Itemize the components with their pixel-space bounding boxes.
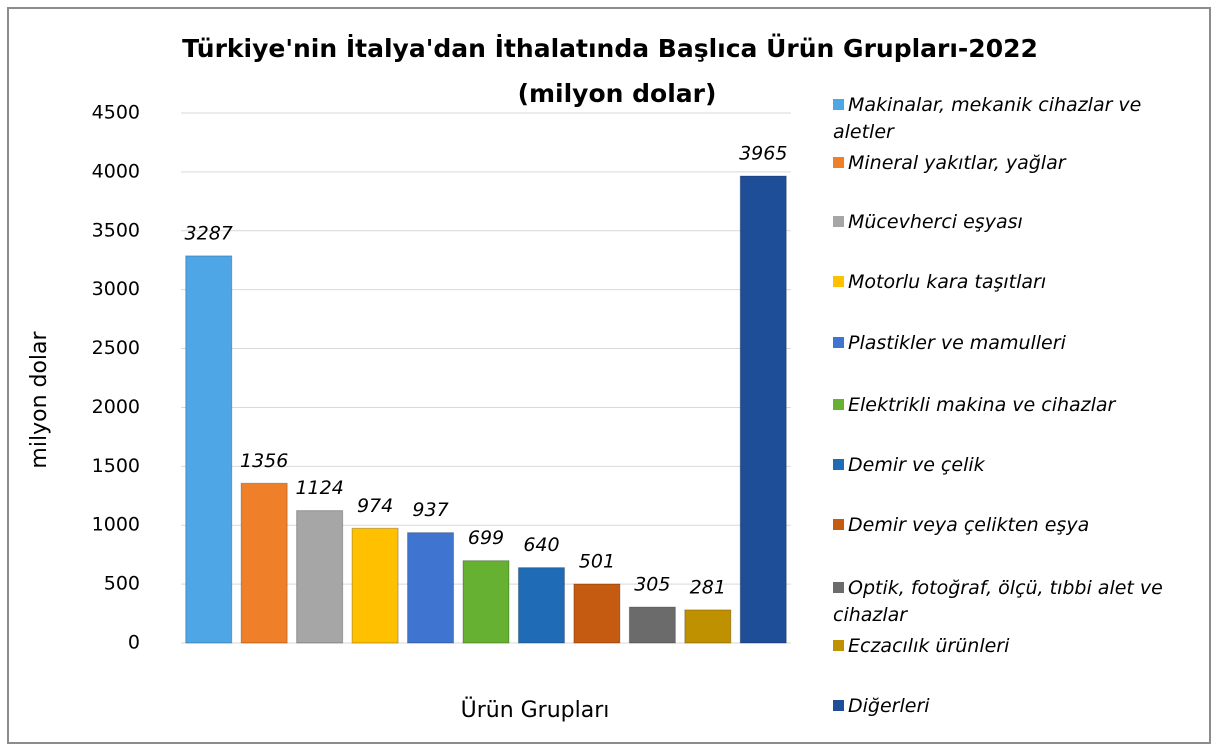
legend-label: Plastikler ve mamulleri — [848, 332, 1066, 354]
legend-label: Motorlu kara taşıtları — [848, 271, 1047, 293]
bar — [739, 175, 787, 644]
legend-swatch — [833, 157, 844, 168]
data-label: 281 — [690, 576, 726, 598]
chart-title: Türkiye'nin İtalya'dan İthalatında Başlı… — [182, 33, 1038, 63]
bar — [296, 510, 344, 644]
chart-border — [7, 7, 1211, 744]
bar — [240, 482, 288, 644]
y-tick-label: 3500 — [92, 219, 140, 241]
data-label: 1356 — [240, 450, 288, 472]
data-label: 501 — [579, 550, 615, 572]
x-axis-title: Ürün Grupları — [461, 697, 610, 723]
legend-label: Makinalar, mekanik cihazlar ve aletler — [833, 94, 1142, 143]
data-label: 974 — [357, 495, 393, 517]
legend-label: Optik, fotoğraf, ölçü, tıbbi alet ve cih… — [833, 577, 1163, 626]
y-tick-label: 2500 — [92, 337, 140, 359]
legend-swatch — [833, 99, 844, 110]
data-label: 937 — [412, 499, 448, 521]
y-tick-label: 4000 — [92, 160, 140, 182]
legend-swatch — [833, 519, 844, 530]
data-label: 305 — [634, 574, 670, 596]
legend-swatch — [833, 700, 844, 711]
legend-item: Demir veya çelikten eşya — [833, 512, 1193, 539]
bar — [628, 606, 676, 644]
y-tick-label: 4500 — [92, 102, 140, 124]
legend-item: Mücevherci eşyası — [833, 209, 1193, 236]
legend-item: Plastikler ve mamulleri — [833, 330, 1193, 357]
legend-label: Demir veya çelikten eşya — [848, 514, 1090, 536]
y-tick-label: 500 — [104, 573, 140, 595]
bar — [351, 527, 399, 644]
legend-item: Diğerleri — [833, 693, 1193, 720]
legend-swatch — [833, 582, 844, 593]
legend-label: Mücevherci eşyası — [848, 211, 1023, 233]
legend-item: Demir ve çelik — [833, 452, 1193, 479]
bar — [185, 255, 233, 644]
legend-item: Mineral yakıtlar, yağlar — [833, 150, 1193, 177]
legend-label: Diğerleri — [848, 695, 930, 717]
legend-label: Eczacılık ürünleri — [848, 635, 1010, 657]
legend-item: Makinalar, mekanik cihazlar ve aletler — [833, 92, 1193, 146]
data-label: 699 — [468, 527, 504, 549]
y-tick-label: 2000 — [92, 396, 140, 418]
y-tick-label: 1000 — [92, 514, 140, 536]
legend-item: Optik, fotoğraf, ölçü, tıbbi alet ve cih… — [833, 575, 1193, 629]
y-tick-label: 0 — [128, 632, 140, 654]
legend-label: Elektrikli makina ve cihazlar — [848, 394, 1116, 416]
bar — [462, 560, 510, 644]
bar — [407, 532, 455, 644]
bar — [573, 583, 621, 644]
legend-swatch — [833, 337, 844, 348]
legend-label: Demir ve çelik — [848, 454, 985, 476]
data-label: 1124 — [295, 477, 343, 499]
data-label: 640 — [523, 534, 559, 556]
legend-swatch — [833, 459, 844, 470]
legend-swatch — [833, 399, 844, 410]
chart-subtitle: (milyon dolar) — [518, 79, 717, 108]
legend-label: Mineral yakıtlar, yağlar — [848, 152, 1066, 174]
legend-item: Eczacılık ürünleri — [833, 633, 1193, 660]
bar — [684, 609, 732, 644]
legend-swatch — [833, 276, 844, 287]
legend-item: Elektrikli makina ve cihazlar — [833, 392, 1193, 419]
legend-swatch — [833, 640, 844, 651]
legend-item: Motorlu kara taşıtları — [833, 269, 1193, 296]
bar — [517, 567, 565, 644]
y-tick-label: 3000 — [92, 278, 140, 300]
legend-swatch — [833, 216, 844, 227]
y-tick-label: 1500 — [92, 455, 140, 477]
y-axis-title: milyon dolar — [27, 330, 52, 468]
data-label: 3965 — [739, 143, 787, 165]
data-label: 3287 — [185, 222, 233, 244]
